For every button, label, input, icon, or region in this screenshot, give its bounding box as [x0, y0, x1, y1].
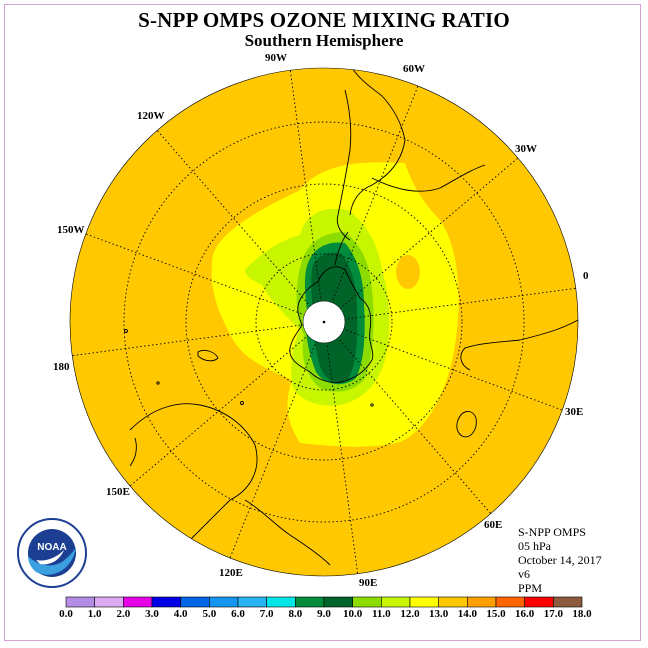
colorbar-tick-label: 0.0	[59, 608, 73, 620]
colorbar-tick-label: 1.0	[87, 608, 102, 620]
product-info: S-NPP OMPS 05 hPa October 14, 2017 v6 PP…	[518, 525, 602, 595]
noaa-logo-icon: NOAA	[17, 518, 87, 588]
colorbar-swatch	[438, 596, 468, 608]
info-date: October 14, 2017	[518, 553, 602, 567]
lon-label-90e: 90E	[359, 577, 377, 589]
colorbar-swatch	[323, 596, 353, 608]
colorbar-swatch	[266, 596, 296, 608]
info-satellite: S-NPP OMPS	[518, 525, 586, 539]
lon-label-120w: 120W	[137, 110, 165, 122]
colorbar-tick-label: 14.0	[457, 608, 477, 620]
lon-label-60w: 60W	[403, 63, 425, 75]
colorbar-tick-label: 4.0	[173, 608, 188, 620]
coastlines	[124, 68, 578, 566]
colorbar-tick-label: 6.0	[231, 608, 245, 620]
lon-label-150e: 150E	[106, 486, 130, 498]
lon-label-30e: 30E	[565, 406, 583, 418]
colorbar-tick-label: 9.0	[317, 608, 331, 620]
lon-label-30w: 30W	[515, 143, 537, 155]
colorbar-swatch	[209, 596, 239, 608]
ozone-patch-13-14	[396, 255, 420, 289]
longitude-labels: 0 30E 60E 90E 120E 150E 180 150W 120W 90…	[53, 52, 589, 589]
map-subtitle: Southern Hemisphere	[244, 31, 404, 50]
colorbar-swatch	[151, 596, 181, 608]
colorbar-tick-label: 10.0	[343, 608, 363, 620]
info-version: v6	[518, 567, 530, 581]
colorbar-tick-label: 12.0	[400, 608, 420, 620]
colorbar-swatch	[123, 596, 153, 608]
colorbar-tick-label: 15.0	[486, 608, 506, 620]
colorbar	[65, 596, 583, 608]
lon-label-180: 180	[53, 361, 70, 373]
figure-frame	[4, 4, 641, 641]
colorbar-swatch	[495, 596, 525, 608]
colorbar-tick-label: 3.0	[145, 608, 159, 620]
colorbar-swatch	[180, 596, 210, 608]
meridians	[70, 68, 578, 576]
colorbar-tick-label: 18.0	[572, 608, 592, 620]
colorbar-tick-label: 8.0	[288, 608, 303, 620]
latitude-circles	[123, 121, 525, 523]
lon-label-60e: 60E	[484, 519, 502, 531]
colorbar-swatch	[65, 596, 95, 608]
colorbar-swatch	[524, 596, 554, 608]
colorbar-tick-label: 16.0	[515, 608, 535, 620]
colorbar-tick-label: 17.0	[543, 608, 563, 620]
pole-marker	[322, 320, 326, 324]
colorbar-swatch	[295, 596, 325, 608]
colorbar-swatch	[467, 596, 497, 608]
colorbar-swatch	[352, 596, 382, 608]
colorbar-tick-label: 2.0	[116, 608, 131, 620]
colorbar-swatch	[381, 596, 411, 608]
lon-label-0: 0	[583, 270, 589, 282]
lon-label-90w: 90W	[265, 52, 287, 64]
colorbar-swatch	[553, 596, 583, 608]
colorbar-swatch	[237, 596, 267, 608]
colorbar-tick-label: 13.0	[429, 608, 449, 620]
noaa-logo-text: NOAA	[37, 542, 66, 553]
colorbar-tick-label: 5.0	[202, 608, 217, 620]
info-level: 05 hPa	[518, 539, 551, 553]
lon-label-120e: 120E	[219, 567, 243, 579]
colorbar-tick-label: 7.0	[259, 608, 274, 620]
info-units: PPM	[518, 581, 543, 595]
map-title: S-NPP OMPS OZONE MIXING RATIO	[138, 8, 510, 32]
colorbar-tick-label: 11.0	[372, 608, 391, 620]
colorbar-swatch	[409, 596, 439, 608]
lon-label-150w: 150W	[57, 224, 85, 236]
colorbar-swatch	[94, 596, 124, 608]
